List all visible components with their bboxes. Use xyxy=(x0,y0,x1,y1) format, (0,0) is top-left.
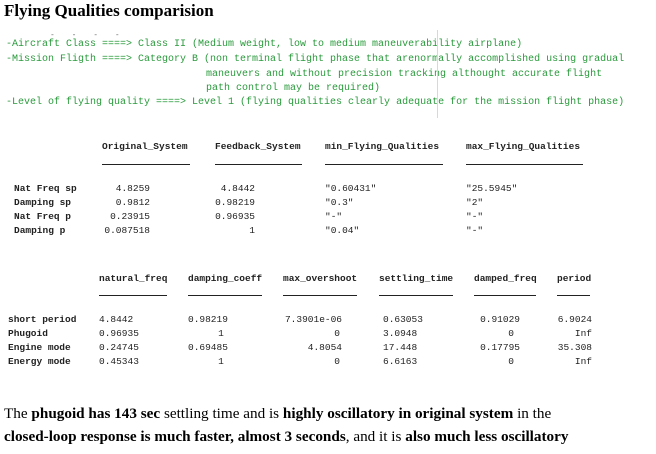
table2-underline xyxy=(188,295,262,296)
table1-cell: 4.8259 xyxy=(115,183,150,194)
table2-header: damped_freq xyxy=(474,273,537,284)
para-bold: closed-loop response is much faster, alm… xyxy=(4,428,346,445)
table2-cell: 0.45343 xyxy=(99,356,139,367)
table1-cell: "-" xyxy=(466,211,484,222)
text-cursor-line xyxy=(437,30,438,118)
table1-row-label: Nat Freq p xyxy=(14,211,72,222)
table2-cell: 0.17795 xyxy=(480,342,520,353)
table2-row-label: Engine mode xyxy=(8,342,71,353)
table2-header: damping_coeff xyxy=(188,273,263,284)
table1-header-original: Original_System xyxy=(102,141,188,152)
table1-header-min: min_Flying_Qualities xyxy=(325,141,440,152)
table2-cell: 0.96935 xyxy=(99,328,139,339)
table2-row-label: Energy mode xyxy=(8,356,71,367)
conclusion-line-2: closed-loop response is much faster, alm… xyxy=(4,428,568,446)
table1-cell: 0.96935 xyxy=(215,211,255,222)
table1-cell: "0.60431" xyxy=(325,183,377,194)
table2-header: settling_time xyxy=(379,273,454,284)
table1-cell: "-" xyxy=(466,225,484,236)
table2-cell: 0.63053 xyxy=(383,314,423,325)
para-text: , and it is xyxy=(345,428,406,445)
table2-cell: Inf xyxy=(574,356,592,367)
table2-cell: 1 xyxy=(218,356,224,367)
table2-cell: 4.8442 xyxy=(99,314,134,325)
table2-row-label: Phugoid xyxy=(8,328,48,339)
table2-cell: 3.0948 xyxy=(383,328,418,339)
table1-header-feedback: Feedback_System xyxy=(215,141,301,152)
table1-cell: "0.04" xyxy=(325,225,360,236)
table2-underline xyxy=(99,295,167,296)
para-bold: highly oscillatory in original system xyxy=(282,405,514,422)
table1-cell: 0.23915 xyxy=(110,211,150,222)
table2-cell: 35.308 xyxy=(557,342,592,353)
cut-marks: - - - - xyxy=(50,30,126,39)
table1-underline xyxy=(466,164,583,165)
table2-header: period xyxy=(557,273,592,284)
para-text: in the xyxy=(513,405,552,422)
table2-row-label: short period xyxy=(8,314,77,325)
table2-cell: 6.6163 xyxy=(383,356,418,367)
table2-cell: 7.3901e-06 xyxy=(284,314,342,325)
table2-underline xyxy=(474,295,536,296)
table2-cell: 1 xyxy=(218,328,224,339)
table2-cell: 0 xyxy=(334,356,340,367)
table1-cell: "-" xyxy=(325,211,343,222)
para-bold: phugoid has 143 sec xyxy=(31,405,161,422)
table1-header-max: max_Flying_Qualities xyxy=(466,141,581,152)
spec-line-mission-cont-2: path control may be required) xyxy=(206,83,381,94)
table2-underline xyxy=(557,295,590,296)
conclusion-line-1: The phugoid has 143 sec settling time an… xyxy=(4,405,551,423)
para-text: The xyxy=(4,405,32,422)
table2-cell: 4.8054 xyxy=(307,342,342,353)
table1-underline xyxy=(325,164,443,165)
table2-cell: 0.69485 xyxy=(188,342,228,353)
table1-cell: 0.9812 xyxy=(115,197,150,208)
table2-cell: 0 xyxy=(334,328,340,339)
table1-row-label: Damping p xyxy=(14,225,66,236)
page-title: Flying Qualities comparision xyxy=(4,1,214,20)
table1-underline xyxy=(215,164,302,165)
spec-line-aircraft-class: -Aircraft Class ====> Class II (Medium w… xyxy=(6,39,523,50)
spec-block: - - - - -Aircraft Class ====> Class II (… xyxy=(0,30,646,118)
table2-cell: 0.91029 xyxy=(480,314,520,325)
table2-cell: 17.448 xyxy=(383,342,418,353)
table2-cell: 6.9024 xyxy=(557,314,592,325)
table2-cell: 0 xyxy=(508,328,514,339)
table2-underline xyxy=(379,295,453,296)
table2-cell: 0 xyxy=(508,356,514,367)
spec-line-mission-cont-1: maneuvers and without precision tracking… xyxy=(206,69,603,80)
table2-cell: 0.98219 xyxy=(188,314,228,325)
table2-header: max_overshoot xyxy=(283,273,358,284)
para-text: settling time and is xyxy=(160,405,283,422)
table1-row-label: Nat Freq sp xyxy=(14,183,77,194)
table1-cell: "0.3" xyxy=(325,197,354,208)
table1-row-label: Damping sp xyxy=(14,197,72,208)
para-bold: also much less oscillatory xyxy=(405,428,569,445)
table1-cell: 1 xyxy=(249,225,255,236)
table1-underline xyxy=(102,164,190,165)
table2-cell: 0.24745 xyxy=(99,342,139,353)
table1-cell: "25.5945" xyxy=(466,183,518,194)
table2-cell: Inf xyxy=(574,328,592,339)
spec-line-level: -Level of flying quality ====> Level 1 (… xyxy=(6,97,625,108)
table1-cell: 4.8442 xyxy=(220,183,255,194)
table1-cell: "2" xyxy=(466,197,484,208)
table1-cell: 0.98219 xyxy=(215,197,255,208)
table2-underline xyxy=(283,295,357,296)
table2-header: natural_freq xyxy=(99,273,168,284)
table1-cell: 0.087518 xyxy=(104,225,150,236)
spec-line-mission: -Mission Fligth ====> Category B (non te… xyxy=(6,54,625,65)
